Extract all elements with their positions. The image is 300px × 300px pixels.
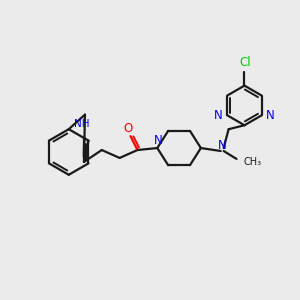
Text: Cl: Cl [240, 56, 251, 69]
Text: O: O [123, 122, 132, 135]
Text: NH: NH [74, 118, 90, 128]
Text: CH₃: CH₃ [244, 157, 262, 167]
Text: N: N [266, 109, 275, 122]
Text: N: N [218, 139, 227, 152]
Text: N: N [214, 109, 223, 122]
Text: N: N [154, 134, 163, 147]
